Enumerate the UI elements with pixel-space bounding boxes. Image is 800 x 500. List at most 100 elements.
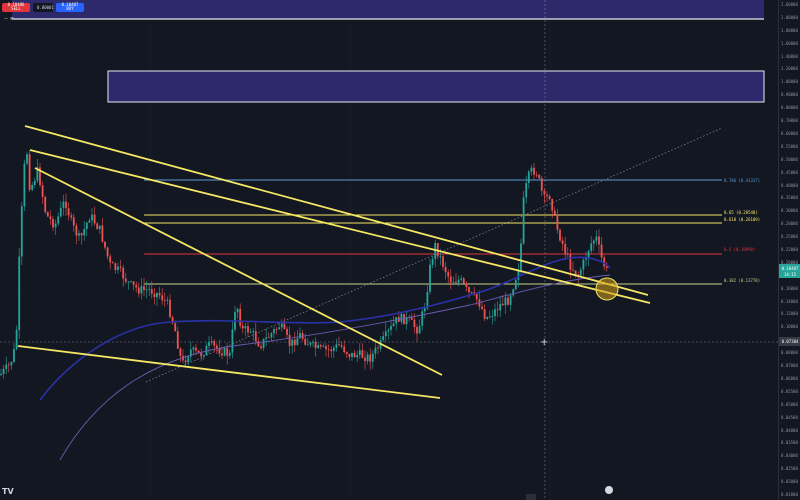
candle-body bbox=[527, 171, 530, 183]
candle-body bbox=[306, 344, 309, 346]
candle-body bbox=[416, 327, 418, 334]
candle-body bbox=[384, 331, 387, 337]
collapse-toggle[interactable]: − ≡ bbox=[4, 16, 14, 22]
axis-tick-label: 0.02500 bbox=[781, 466, 798, 472]
axis-tick-label: 0.70000 bbox=[781, 118, 798, 124]
candle-body bbox=[358, 350, 361, 355]
candle-body bbox=[197, 350, 200, 353]
supply-zone-middle[interactable] bbox=[107, 70, 765, 103]
axis-tick-label: 1.40000 bbox=[781, 53, 798, 59]
axis-tick-label: 0.06000 bbox=[781, 375, 798, 381]
candle-body bbox=[96, 223, 99, 230]
candle-body bbox=[592, 240, 595, 244]
candle-body bbox=[603, 257, 606, 267]
candle-body bbox=[72, 217, 75, 226]
candle-body bbox=[293, 339, 296, 346]
candle-body bbox=[364, 357, 366, 362]
candle-body bbox=[457, 279, 460, 283]
candle-body bbox=[33, 180, 36, 185]
candle-body bbox=[195, 347, 197, 351]
candle-body bbox=[288, 334, 291, 346]
candle-body bbox=[442, 256, 444, 267]
candle-body bbox=[520, 243, 522, 270]
highlight-circle[interactable] bbox=[595, 277, 619, 301]
axis-tick-label: 0.07000 bbox=[781, 363, 798, 369]
candle-body bbox=[7, 364, 10, 366]
candle-body bbox=[15, 329, 18, 350]
buy-button[interactable]: 0.10487 BUY bbox=[56, 2, 84, 12]
axis-tick-label: 0.45000 bbox=[781, 169, 798, 175]
candle-body bbox=[75, 225, 78, 236]
axis-tick-label: 0.04500 bbox=[781, 414, 798, 420]
candle-body bbox=[93, 214, 96, 224]
candle-body bbox=[377, 347, 379, 349]
candle-body bbox=[140, 286, 143, 294]
candle-body bbox=[52, 219, 54, 228]
price-axis[interactable]: 2.60000 2.00000 1.80000 1.60000 1.40000 1.200… bbox=[778, 0, 800, 500]
fib-label-0382: 0.382 (0.13778) bbox=[724, 278, 760, 283]
candle-body bbox=[46, 212, 49, 217]
candle-body bbox=[111, 262, 114, 264]
candle-body bbox=[41, 185, 44, 197]
candle-body bbox=[5, 364, 8, 369]
candlestick-series bbox=[0, 150, 608, 379]
candle-body bbox=[174, 323, 177, 332]
candle-body bbox=[166, 299, 169, 301]
candle-body bbox=[273, 329, 275, 334]
candle-body bbox=[127, 281, 130, 283]
candle-body bbox=[257, 341, 260, 347]
candle-body bbox=[296, 338, 299, 346]
candle-body bbox=[171, 317, 174, 324]
price-chart[interactable]: + 0.786 (0.41317) 0.65 (0.28548) 0.618 (… bbox=[0, 0, 778, 500]
trendline-4 bbox=[17, 345, 441, 399]
candle-body bbox=[327, 349, 330, 350]
candle-body bbox=[213, 341, 216, 346]
candle-body bbox=[26, 154, 28, 164]
candle-body bbox=[117, 266, 119, 271]
candle-body bbox=[304, 338, 307, 345]
candle-body bbox=[434, 242, 437, 260]
candle-body bbox=[475, 293, 478, 300]
candle-body bbox=[501, 303, 504, 306]
candle-body bbox=[314, 342, 317, 349]
candle-body bbox=[590, 243, 593, 251]
candle-body bbox=[348, 354, 351, 357]
candle-body bbox=[36, 167, 39, 181]
candle-body bbox=[351, 352, 353, 357]
candle-body bbox=[98, 225, 101, 230]
candle-body bbox=[343, 346, 346, 353]
candle-body bbox=[600, 244, 603, 258]
tradingview-logo[interactable]: TV bbox=[2, 487, 14, 496]
candle-body bbox=[585, 258, 587, 260]
candle-body bbox=[340, 345, 343, 347]
candle-body bbox=[486, 316, 489, 319]
candle-body bbox=[236, 308, 239, 313]
candle-body bbox=[2, 368, 5, 374]
candle-body bbox=[509, 295, 512, 305]
candle-body bbox=[522, 197, 525, 244]
candle-body bbox=[28, 154, 31, 190]
candle-body bbox=[156, 292, 158, 298]
candle-body bbox=[218, 348, 221, 354]
candle-body bbox=[488, 316, 491, 318]
axis-tick-label: 0.02000 bbox=[781, 479, 798, 485]
crosshair-cursor: + bbox=[540, 337, 548, 348]
moving-average-fast bbox=[39, 256, 611, 401]
earnings-flag-icon[interactable] bbox=[605, 486, 613, 494]
candle-body bbox=[595, 236, 598, 241]
candle-body bbox=[309, 342, 312, 345]
candle-body bbox=[91, 214, 93, 221]
axis-tick-label: 0.22000 bbox=[781, 247, 798, 252]
candle-body bbox=[23, 163, 26, 207]
sell-button[interactable]: 0.10486 SELL bbox=[2, 2, 30, 12]
fibonacci-levels: 0.786 (0.41317) 0.65 (0.28548) 0.618 (0.… bbox=[144, 178, 760, 285]
candle-body bbox=[468, 287, 470, 293]
axis-tick-label: 0.05500 bbox=[781, 388, 798, 394]
candle-body bbox=[88, 220, 91, 223]
candle-body bbox=[455, 281, 457, 283]
candle-body bbox=[421, 311, 424, 326]
supply-zone-top[interactable] bbox=[12, 0, 764, 19]
candle-body bbox=[10, 361, 13, 366]
candle-body bbox=[119, 266, 122, 268]
